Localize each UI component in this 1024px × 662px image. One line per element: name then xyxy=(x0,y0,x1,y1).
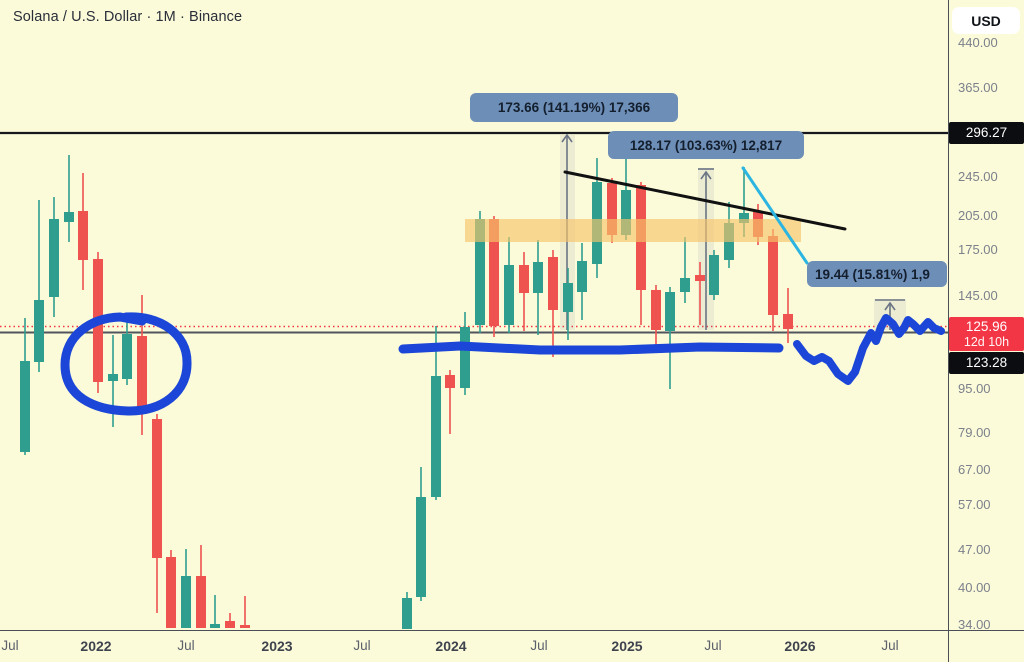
candle-body xyxy=(78,211,88,260)
price-level-badge: 296.27 xyxy=(949,122,1024,144)
candle-body xyxy=(122,334,132,379)
price-tick-79.00: 79.00 xyxy=(958,425,991,440)
candle-body xyxy=(739,213,749,223)
candle-body xyxy=(416,497,426,597)
candle-body xyxy=(64,212,74,222)
measure-label-1[interactable]: 173.66 (141.19%) 17,366 xyxy=(470,93,678,122)
price-tick-175.00: 175.00 xyxy=(958,242,998,257)
candle-body xyxy=(181,576,191,628)
candle-body xyxy=(680,278,690,292)
time-tick-2026: 2026 xyxy=(784,638,816,654)
arrow-up-icon xyxy=(561,133,573,143)
candle-body xyxy=(519,265,529,293)
candle-body xyxy=(563,283,573,312)
candle-body xyxy=(709,255,719,295)
arrow-up-icon xyxy=(884,301,896,311)
blue-circle-marker[interactable] xyxy=(60,312,192,416)
blue-squiggle-projection-marker[interactable] xyxy=(793,314,945,385)
symbol-title: Solana / U.S. Dollar · 1M · Binance xyxy=(13,9,243,25)
price-tick-245.00: 245.00 xyxy=(958,169,998,184)
current-price-badge: 125.96 12d 10h xyxy=(949,317,1024,351)
candle-body xyxy=(504,265,514,325)
candle-body xyxy=(695,275,705,281)
time-tick-2022: 2022 xyxy=(80,638,112,654)
candle-body xyxy=(460,327,470,388)
candle-body xyxy=(431,376,441,497)
measure-label-2[interactable]: 128.17 (103.63%) 12,817 xyxy=(608,131,804,159)
candle-body xyxy=(225,621,235,628)
price-tick-57.00: 57.00 xyxy=(958,497,991,512)
price-axis[interactable]: USD 440.00 365.00 245.00 205.00 175.00 145.00… xyxy=(948,0,1024,662)
chart-pane[interactable]: Solana / U.S. Dollar · 1M · Binance 173.… xyxy=(0,0,948,630)
candle-body xyxy=(34,300,44,362)
time-axis[interactable]: Jul 2022 Jul 2023 Jul 2024 Jul 2025 Jul 2026 Jul xyxy=(0,630,1024,662)
candle-body xyxy=(651,290,661,330)
currency-toggle-button[interactable]: USD xyxy=(952,7,1020,34)
candlestick-chart[interactable] xyxy=(0,0,948,630)
candle-body xyxy=(152,419,162,558)
supply-zone-rectangle[interactable] xyxy=(465,219,801,242)
time-tick-Jul: Jul xyxy=(530,638,548,653)
candle-body xyxy=(20,361,30,452)
time-tick-Jul: Jul xyxy=(353,638,371,653)
price-tick-365.00: 365.00 xyxy=(958,80,998,95)
price-tick-145.00: 145.00 xyxy=(958,288,998,303)
candle-body xyxy=(489,219,499,326)
candle-body xyxy=(548,257,558,310)
descending-trendline[interactable] xyxy=(563,170,847,231)
price-tick-40.00: 40.00 xyxy=(958,580,991,595)
price-tick-440.00: 440.00 xyxy=(958,35,998,50)
time-tick-2023: 2023 xyxy=(261,638,293,654)
time-tick-2024: 2024 xyxy=(435,638,467,654)
candle-body xyxy=(240,625,250,628)
candle-body xyxy=(577,261,587,292)
candle-body xyxy=(607,183,617,235)
arrow-up-icon xyxy=(700,170,712,180)
price-tick-205.00: 205.00 xyxy=(958,208,998,223)
time-tick-Jul: Jul xyxy=(177,638,195,653)
candle-body xyxy=(196,576,206,628)
candle-body xyxy=(768,236,778,315)
candle-body xyxy=(621,190,631,235)
price-tick-34.00: 34.00 xyxy=(958,617,991,632)
time-tick-2025: 2025 xyxy=(611,638,643,654)
candle-body xyxy=(166,557,176,628)
measure-label-3[interactable]: 19.44 (15.81%) 1,9 xyxy=(807,261,947,287)
candle-body xyxy=(445,375,455,388)
blue-support-line-marker[interactable] xyxy=(398,341,784,355)
time-tick-Jul: Jul xyxy=(1,638,19,653)
price-tick-67.00: 67.00 xyxy=(958,462,991,477)
candle-body xyxy=(137,336,147,414)
price-tick-95.00: 95.00 xyxy=(958,381,991,396)
time-tick-Jul: Jul xyxy=(704,638,722,653)
price-tick-47.00: 47.00 xyxy=(958,542,991,557)
candle-body xyxy=(533,262,543,293)
candle-body xyxy=(49,219,59,297)
price-level-badge: 123.28 xyxy=(949,352,1024,374)
candle-body xyxy=(475,219,485,325)
candle-body xyxy=(783,314,793,329)
candle-body xyxy=(108,374,118,381)
candle-body xyxy=(665,292,675,331)
time-tick-Jul: Jul xyxy=(881,638,899,653)
cyan-breakdown-line[interactable] xyxy=(741,166,809,265)
candle-body xyxy=(210,624,220,628)
candle-body xyxy=(402,598,412,629)
